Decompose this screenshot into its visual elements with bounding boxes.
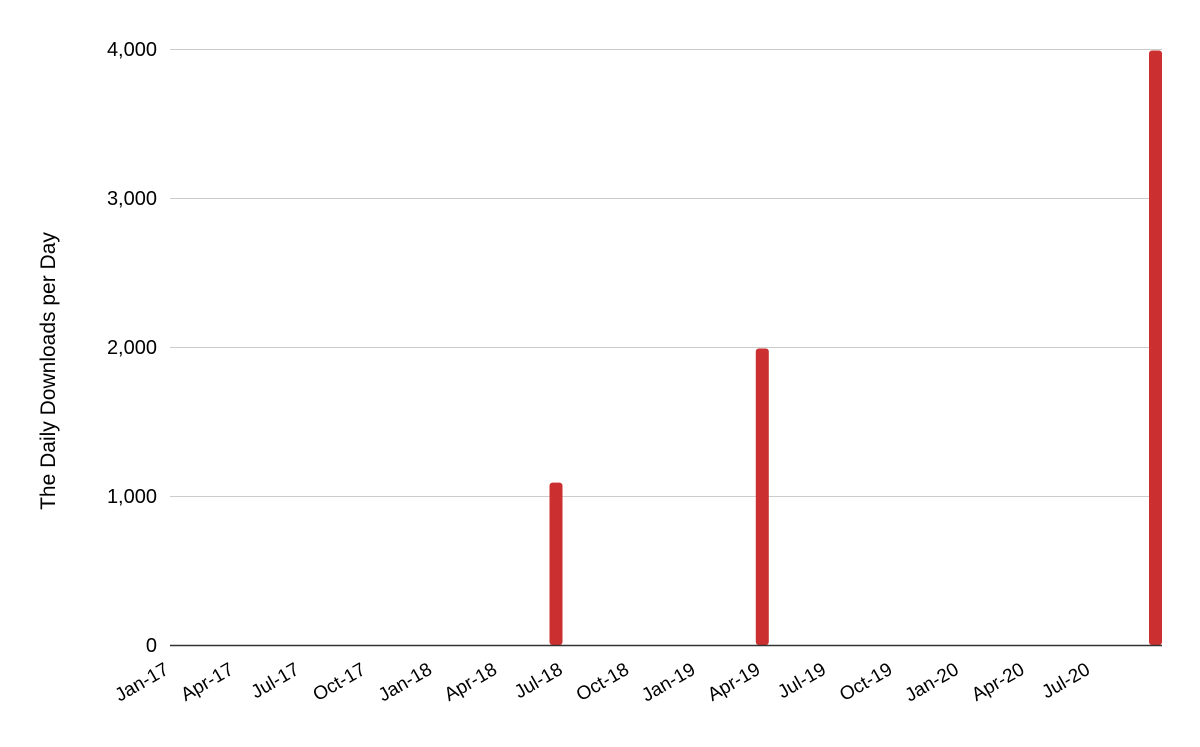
x-tick-label: Jan-17 bbox=[112, 659, 173, 706]
y-tick-label: 3,000 bbox=[107, 188, 157, 210]
y-tick-label: 4,000 bbox=[107, 39, 157, 61]
grid-lines bbox=[170, 49, 1162, 497]
x-tick-label: Jan-19 bbox=[638, 659, 699, 706]
x-tick-label: Jan-20 bbox=[902, 659, 963, 706]
x-tick-label: Jul-18 bbox=[511, 659, 566, 703]
x-tick-label: Apr-18 bbox=[441, 659, 501, 706]
y-axis-title: The Daily Downloads per Day bbox=[37, 232, 60, 510]
x-tick-label: Jul-20 bbox=[1038, 659, 1093, 703]
x-tick-label: Jan-18 bbox=[375, 659, 436, 706]
bars bbox=[549, 50, 1162, 645]
x-axis-ticks: Jan-17 Apr-17 Jul-17 Oct-17 Jan-18 Apr-18 Jul-… bbox=[112, 659, 1094, 706]
x-tick-label: Apr-20 bbox=[968, 659, 1028, 706]
x-tick-label: Oct-19 bbox=[836, 659, 896, 706]
bar bbox=[1149, 50, 1162, 645]
y-axis-ticks: 0 1,000 2,000 3,000 4,000 bbox=[107, 39, 157, 657]
x-tick-label: Apr-17 bbox=[178, 659, 238, 706]
y-tick-label: 0 bbox=[146, 635, 157, 657]
y-tick-label: 1,000 bbox=[107, 486, 157, 508]
x-tick-label: Oct-17 bbox=[310, 659, 370, 706]
x-tick-label: Jul-19 bbox=[774, 659, 829, 703]
bar bbox=[755, 348, 769, 645]
x-tick-label: Apr-19 bbox=[704, 659, 764, 706]
x-tick-label: Jul-17 bbox=[248, 659, 303, 703]
bar bbox=[549, 482, 563, 645]
y-tick-label: 2,000 bbox=[107, 337, 157, 359]
x-tick-label: Oct-18 bbox=[573, 659, 633, 706]
